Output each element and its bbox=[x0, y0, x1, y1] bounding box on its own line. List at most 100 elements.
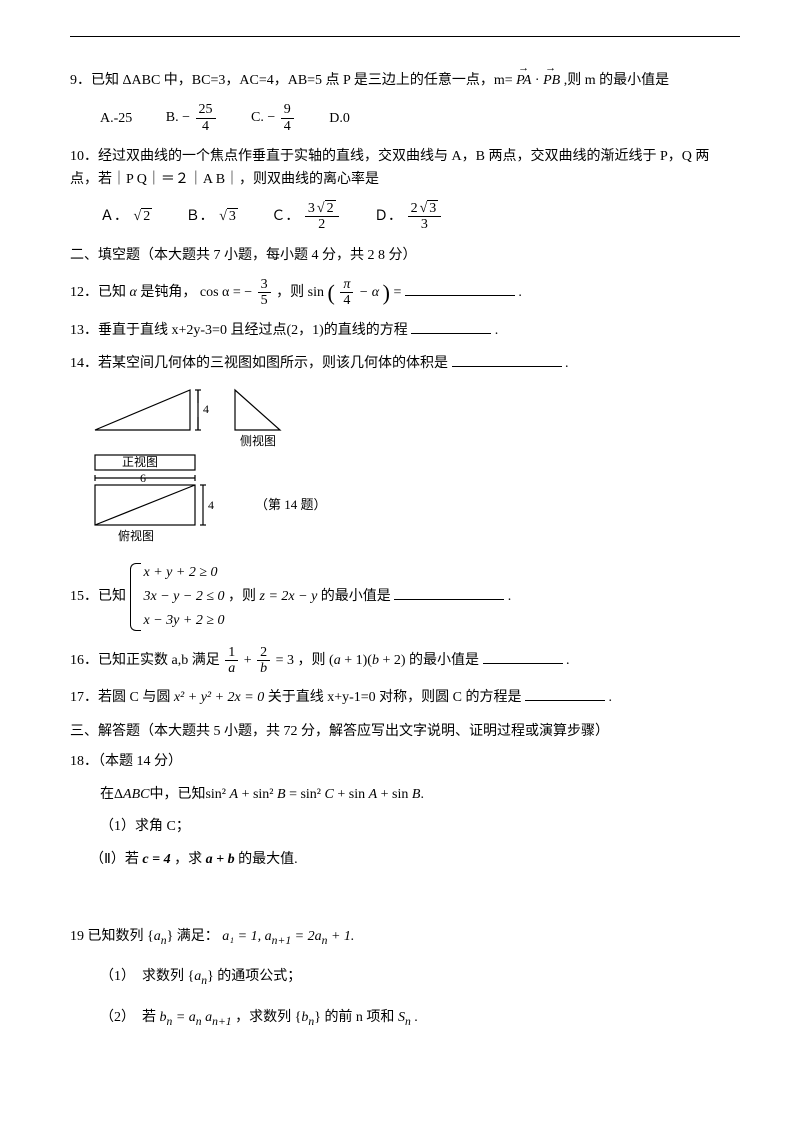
q16-blank bbox=[483, 650, 563, 664]
q16-eq3: = 3 bbox=[276, 653, 294, 668]
q9-b-num: 25 bbox=[196, 102, 216, 118]
q19-p2: （2） 若 bn = an an+1 ，求数列 {bn} 的前 n 项和 Sn … bbox=[70, 1007, 740, 1031]
q12-pre: 12．已知 bbox=[70, 285, 126, 300]
q15-tail: 的最小值是 bbox=[321, 589, 391, 604]
q10-c-coef: 3 bbox=[308, 201, 315, 216]
q15-pre: 15．已知 bbox=[70, 589, 126, 604]
q10-c-frac: 32 2 bbox=[305, 201, 339, 233]
front-label: 正视图 bbox=[122, 454, 158, 469]
q16-pre: 16．已知正实数 a,b 满足 bbox=[70, 653, 220, 668]
q15-l1: x + y + 2 ≥ 0 bbox=[144, 561, 225, 585]
three-view-diagram: 4 正视图 侧视图 6 4 俯视图 （第 14 题） bbox=[90, 385, 740, 553]
q19-p2-pre: （2） 若 bbox=[100, 1010, 156, 1025]
q10-d-num: 23 bbox=[408, 201, 442, 217]
q9-tail: ,则 m 的最小值是 bbox=[564, 73, 669, 88]
q16-expr: (a + 1)(b + 2) bbox=[329, 653, 405, 668]
q10-d-rad: 3 bbox=[427, 200, 438, 216]
q19-bseq: {bn} bbox=[295, 1010, 321, 1025]
q17-end: . bbox=[609, 690, 613, 705]
q9-triangle: ΔABC bbox=[123, 73, 161, 88]
q10-d-frac: 23 3 bbox=[408, 201, 442, 233]
q12-mid1: 是钝角， bbox=[140, 285, 196, 300]
q15-end: . bbox=[508, 589, 512, 604]
q16-end: . bbox=[566, 653, 570, 668]
q9-options: A.-25 B. − 25 4 C. − 9 4 D.0 bbox=[70, 102, 740, 134]
q19-sn: Sn bbox=[398, 1010, 411, 1025]
q9-c-num: 9 bbox=[281, 102, 294, 118]
q19-bn: bn = an an+1 bbox=[160, 1010, 232, 1025]
q12-eq: = bbox=[393, 285, 401, 300]
q10-b-pre: Ｂ． bbox=[186, 209, 214, 224]
section-3-title: 三、解答题（本大题共 5 小题，共 72 分，解答应写出文字说明、证明过程或演算… bbox=[70, 721, 740, 743]
q16-plus: + bbox=[244, 653, 252, 668]
dim-4b: 4 bbox=[208, 498, 214, 512]
question-12: 12．已知 α 是钝角， cos α = − 3 5 ，则 sin ( π 4 … bbox=[70, 275, 740, 310]
question-14: 14．若某空间几何体的三视图如图所示，则该几何体的体积是 . bbox=[70, 353, 740, 375]
q19-p1-tail: 的通项公式； bbox=[217, 969, 301, 984]
question-17: 17．若圆 C 与圆 x² + y² + 2x = 0 关于直线 x+y-1=0… bbox=[70, 687, 740, 709]
q10-opt-a: Ａ． 2 bbox=[100, 206, 152, 228]
diagram-caption: （第 14 题） bbox=[255, 497, 327, 512]
q19-p2-tail: 的前 n 项和 bbox=[324, 1010, 394, 1025]
q18-p2-mid: ，求 bbox=[174, 852, 202, 867]
q9-opt-d: D.0 bbox=[329, 108, 350, 130]
q9-c-den: 4 bbox=[281, 119, 294, 134]
q14-text: 14．若某空间几何体的三视图如图所示，则该几何体的体积是 bbox=[70, 356, 448, 371]
q16-f1n: 1 bbox=[225, 645, 238, 661]
q9-c-frac: 9 4 bbox=[281, 102, 294, 134]
q13-end: . bbox=[495, 323, 499, 338]
q12-pi: π bbox=[340, 277, 353, 293]
q15-blank bbox=[394, 586, 504, 600]
question-9: 9．已知 ΔABC 中，BC=3，AC=4，AB=5 点 P 是三边上的任意一点… bbox=[70, 70, 740, 92]
q12-blank bbox=[405, 282, 515, 296]
q10-line2: 点，若｜P Q｜＝２｜A B｜，则双曲线的离心率是 bbox=[70, 169, 740, 191]
q9-opt-b: B. − 25 4 bbox=[166, 102, 218, 134]
q10-b-rad: 3 bbox=[227, 208, 238, 224]
q10-a-pre: Ａ． bbox=[100, 209, 128, 224]
q17-blank bbox=[525, 687, 605, 701]
q18-line: 在ΔABC中，已知sin² A + sin² B = sin² C + sin … bbox=[70, 784, 740, 806]
q19-p2-end: . bbox=[414, 1010, 418, 1025]
q18-p2: （Ⅱ）若 c = 4 ，求 a + b 的最大值. bbox=[70, 849, 740, 871]
vec-pb-text: PB bbox=[543, 73, 560, 88]
q9-opt-a: A.-25 bbox=[100, 108, 132, 130]
q14-blank bbox=[452, 353, 562, 367]
q12-mid2: ，则 bbox=[276, 285, 304, 300]
q15-l2: 3x − y − 2 ≤ 0 bbox=[144, 585, 225, 609]
q9-c-pre: C. − bbox=[251, 111, 275, 126]
q16-f1: 1 a bbox=[225, 645, 238, 677]
q19-pre: 19 已知数列 bbox=[70, 929, 144, 944]
q9-b-den: 4 bbox=[196, 119, 216, 134]
q18-p1: （1）求角 C； bbox=[70, 816, 740, 838]
q10-opt-c: Ｃ． 32 2 bbox=[271, 201, 340, 233]
q12-alpha: α bbox=[130, 285, 137, 300]
side-label: 侧视图 bbox=[240, 433, 276, 448]
dim-4a: 4 bbox=[203, 402, 209, 416]
q10-d-coef: 2 bbox=[411, 201, 418, 216]
q19-mid: 满足： bbox=[177, 929, 219, 944]
lparen-icon: ( bbox=[328, 280, 335, 305]
vec-pa-text: PA bbox=[516, 73, 531, 88]
q12-cos: cos α = − bbox=[200, 285, 252, 300]
q12-minus-alpha: − α bbox=[359, 285, 379, 300]
q17-mid: 关于直线 x+y-1=0 对称，则圆 C 的方程是 bbox=[268, 690, 522, 705]
q15-z: z = 2x − y bbox=[260, 589, 318, 604]
top-label: 俯视图 bbox=[118, 528, 154, 543]
q19-seq: {an} bbox=[147, 929, 173, 944]
rparen-icon: ) bbox=[383, 280, 390, 305]
vector-pa: PA bbox=[516, 70, 531, 92]
q12-frac: 3 5 bbox=[258, 277, 271, 309]
q10-options: Ａ． 2 Ｂ． 3 Ｃ． 32 2 Ｄ． 23 3 bbox=[70, 201, 740, 233]
q15-l3: x − 3y + 2 ≥ 0 bbox=[144, 609, 225, 633]
q15-mid: ，则 bbox=[228, 589, 256, 604]
q10-c-den: 2 bbox=[305, 217, 339, 232]
q19-p2-mid: ，求数列 bbox=[235, 1010, 291, 1025]
q10-c-num: 32 bbox=[305, 201, 339, 217]
q9-opt-c: C. − 9 4 bbox=[251, 102, 296, 134]
q13-blank bbox=[411, 320, 491, 334]
q18-p2-pre: （Ⅱ）若 bbox=[90, 852, 139, 867]
q10-c-rad: 2 bbox=[325, 200, 336, 216]
vector-pb: PB bbox=[543, 70, 560, 92]
q10-line1: 10．经过双曲线的一个焦点作垂直于实轴的直线，交双曲线与 A，B 两点，交双曲线… bbox=[70, 146, 740, 168]
q16-f2: 2 b bbox=[257, 645, 270, 677]
